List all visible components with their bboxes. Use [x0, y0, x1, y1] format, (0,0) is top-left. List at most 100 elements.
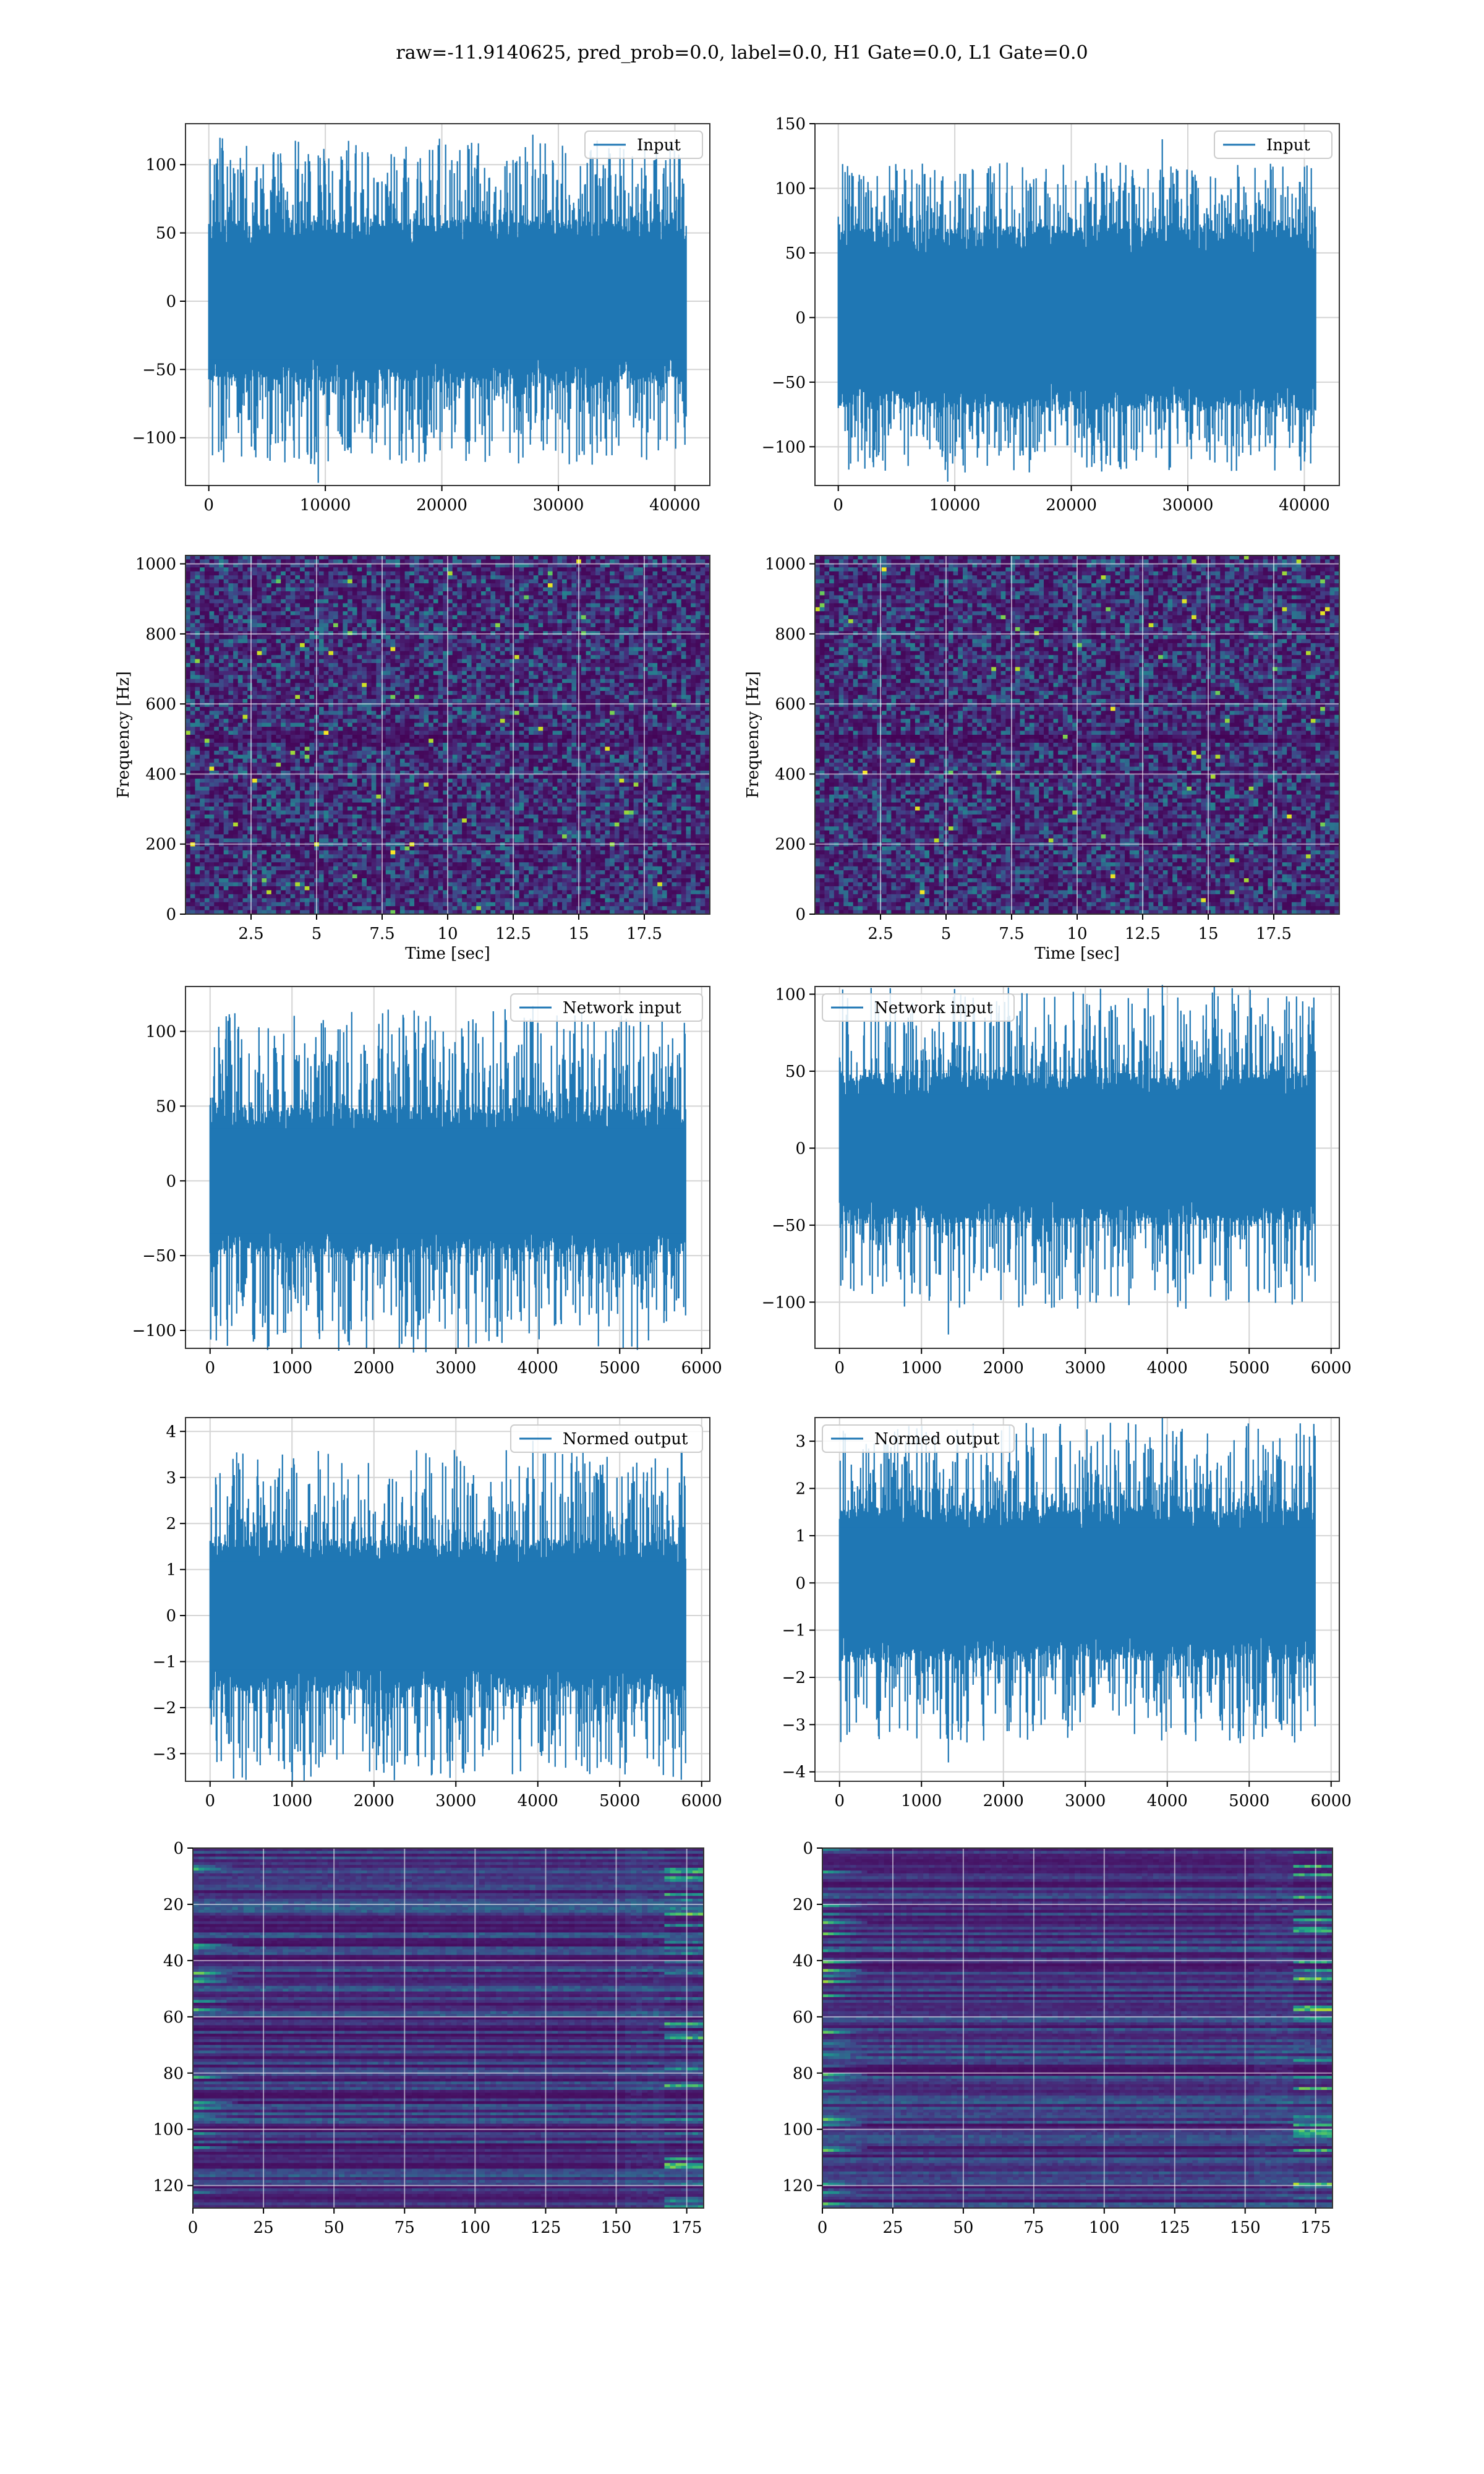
input-h1-legend-label: Input	[637, 136, 681, 155]
net-l1-ytick-label-4: 100	[775, 985, 806, 1004]
spec-l1-xtick-label-0: 2.5	[868, 925, 893, 943]
spec-h1-xtick-label-6: 17.5	[626, 925, 662, 943]
feat-h1-ytick-label-3: 60	[163, 2008, 184, 2027]
net-h1-series-core	[210, 1128, 686, 1233]
feat-h1-xtick-label-1: 25	[254, 2219, 274, 2237]
feat-h1-xtick-label-5: 125	[531, 2219, 561, 2237]
feat-l1-xtick-label-2: 50	[953, 2219, 973, 2237]
spec-h1-ytick-label-3: 600	[145, 695, 176, 714]
spec-h1-xtick-label-2: 7.5	[369, 925, 394, 943]
norm-h1-xtick-label-2: 2000	[354, 1792, 394, 1810]
norm-h1-ytick-label-7: 4	[166, 1423, 176, 1441]
input-h1-ytick-label-1: −50	[142, 361, 176, 379]
input-h1-xtick-label-4: 40000	[649, 496, 701, 515]
spec-l1-xtick-label-3: 10	[1067, 925, 1087, 943]
spec-h1-xtick-label-0: 2.5	[238, 925, 263, 943]
feat-h1-ytick-label-0: 0	[173, 1839, 184, 1858]
norm-l1-xtick-label-3: 3000	[1065, 1792, 1106, 1810]
feat-l1-xtick-label-7: 175	[1300, 2219, 1331, 2237]
input-l1-series-core	[838, 252, 1316, 383]
spec-l1-ytick-label-2: 400	[775, 765, 806, 784]
spec-l1-ytick-label-5: 1000	[765, 555, 806, 574]
feat-l1-xtick-label-4: 100	[1089, 2219, 1120, 2237]
norm-h1-ytick-label-2: −1	[153, 1653, 176, 1671]
feat-h1-heatmap	[193, 1848, 704, 2209]
spec-h1-ytick-label-2: 400	[145, 765, 176, 784]
feat-l1-ytick-label-4: 80	[793, 2065, 813, 2083]
panel-spec-h1: 2.5 5 7.5 10 12.5 15 17.502004006008001000Time…	[114, 555, 710, 963]
spec-l1-xlabel: Time [sec]	[1034, 944, 1120, 963]
panel-spec-l1: 2.5 5 7.5 10 12.5 15 17.502004006008001000Time…	[744, 555, 1340, 963]
net-h1-xtick-label-4: 4000	[518, 1359, 558, 1377]
norm-h1-ytick-label-0: −3	[153, 1745, 176, 1763]
net-h1-ytick-label-4: 100	[145, 1023, 176, 1042]
feat-h1-ytick-label-6: 120	[153, 2177, 184, 2196]
net-h1-xtick-label-3: 3000	[435, 1359, 476, 1377]
norm-l1-ytick-label-2: −2	[782, 1669, 806, 1687]
spec-h1-ytick-label-4: 800	[145, 625, 176, 644]
feat-h1-ytick-label-2: 40	[163, 1952, 184, 1971]
spec-h1-ylabel: Frequency [Hz]	[114, 671, 133, 798]
input-h1-series-core	[209, 242, 686, 359]
feat-l1-ytick-label-0: 0	[803, 1839, 813, 1858]
net-l1-xtick-label-3: 3000	[1065, 1359, 1106, 1377]
spec-l1-ytick-label-4: 800	[775, 625, 806, 644]
feat-l1-ytick-label-6: 120	[782, 2177, 813, 2196]
norm-l1-ytick-label-1: −3	[782, 1716, 806, 1734]
net-h1-legend: Network input	[511, 994, 702, 1021]
spec-l1-ytick-label-0: 0	[795, 905, 806, 924]
norm-h1-xtick-label-6: 6000	[681, 1792, 722, 1810]
spec-h1-ytick-label-1: 200	[145, 836, 176, 854]
net-h1-xtick-label-2: 2000	[354, 1359, 394, 1377]
norm-h1-xtick-label-0: 0	[205, 1792, 215, 1810]
feat-h1-xtick-label-0: 0	[188, 2219, 198, 2237]
input-l1-legend: Input	[1214, 131, 1332, 158]
input-h1-ytick-label-2: 0	[166, 293, 176, 311]
panel-net-l1: 0 1000 2000 3000 4000 5000 6000−100−50050100Ne…	[762, 985, 1352, 1378]
norm-l1-legend-label: Normed output	[874, 1430, 1000, 1449]
feat-l1-xtick-label-3: 75	[1023, 2219, 1044, 2237]
spec-l1-xtick-label-1: 5	[941, 925, 952, 943]
norm-l1-xtick-label-4: 4000	[1147, 1792, 1188, 1810]
norm-l1-ytick-label-5: 1	[795, 1527, 806, 1546]
feat-l1-xtick-label-0: 0	[817, 2219, 828, 2237]
spec-l1-xtick-label-2: 7.5	[999, 925, 1024, 943]
net-l1-xtick-label-6: 6000	[1311, 1359, 1352, 1377]
net-l1-legend-label: Network input	[874, 999, 993, 1017]
feat-h1-xtick-label-4: 100	[460, 2219, 491, 2237]
net-l1-xtick-label-5: 5000	[1229, 1359, 1269, 1377]
feat-l1-xtick-label-6: 150	[1230, 2219, 1261, 2237]
feat-h1-ytick-label-1: 20	[163, 1896, 184, 1914]
norm-h1-xtick-label-5: 5000	[599, 1792, 640, 1810]
norm-l1-xtick-label-1: 1000	[901, 1792, 942, 1810]
input-h1-xtick-label-3: 30000	[533, 496, 584, 515]
spec-l1-xtick-label-6: 17.5	[1256, 925, 1292, 943]
feat-h1-xtick-label-7: 175	[672, 2219, 702, 2237]
feat-l1-heatmap	[822, 1848, 1333, 2209]
norm-l1-ytick-label-4: 0	[795, 1574, 806, 1593]
feat-l1-xtick-label-1: 25	[882, 2219, 903, 2237]
net-l1-xtick-label-4: 4000	[1147, 1359, 1188, 1377]
spec-h1-ytick-label-5: 1000	[135, 555, 176, 574]
input-h1-legend: Input	[585, 131, 702, 158]
net-l1-ytick-label-2: 0	[795, 1139, 806, 1158]
net-l1-xtick-label-1: 1000	[901, 1359, 942, 1377]
input-l1-ytick-label-1: −50	[772, 374, 806, 392]
spec-l1-xtick-label-4: 12.5	[1125, 925, 1161, 943]
norm-h1-ytick-label-3: 0	[166, 1607, 176, 1625]
input-h1-xtick-label-0: 0	[203, 496, 214, 515]
net-h1-xtick-label-1: 1000	[271, 1359, 312, 1377]
panel-input-l1: 0 10000 20000 30000 40000−100−50050100150Inp…	[762, 115, 1339, 515]
norm-l1-xtick-label-2: 2000	[983, 1792, 1024, 1810]
spec-h1-xtick-label-3: 10	[437, 925, 458, 943]
norm-l1-xtick-label-6: 6000	[1311, 1792, 1352, 1810]
norm-h1-legend: Normed output	[511, 1425, 702, 1452]
spec-l1-xtick-label-5: 15	[1198, 925, 1218, 943]
feat-h1-ytick-label-5: 100	[153, 2121, 184, 2139]
norm-h1-series-core	[210, 1562, 686, 1669]
feat-h1-ytick-label-4: 80	[163, 2065, 184, 2083]
spec-h1-ytick-label-0: 0	[166, 905, 176, 924]
